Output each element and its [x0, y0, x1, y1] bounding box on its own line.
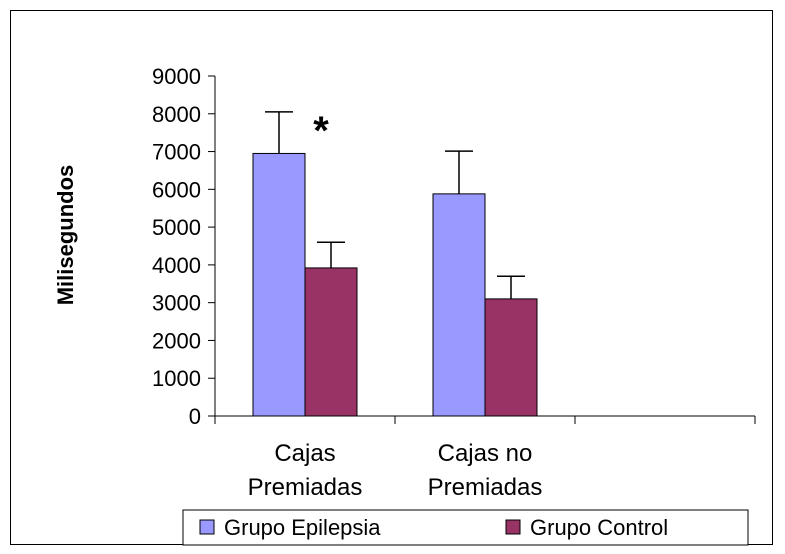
- x-tick-label: Premiadas: [428, 474, 543, 501]
- y-tick-label: 6000: [152, 177, 201, 202]
- y-tick-label: 3000: [152, 291, 201, 316]
- y-tick-label: 1000: [152, 366, 201, 391]
- x-axis: [214, 415, 756, 424]
- x-tick-label: Cajas no: [438, 440, 533, 467]
- y-axis: 0 1000 2000 3000 4000 5000 6000 7000 8000 9000: [152, 64, 216, 429]
- bar-grupo-control-0: [304, 267, 358, 417]
- legend-label: Grupo Control: [530, 515, 668, 540]
- significance-asterisk: *: [313, 109, 329, 153]
- y-tick-label: 9000: [152, 64, 201, 89]
- legend-label: Grupo Epilepsia: [224, 515, 381, 540]
- legend-swatch: [505, 519, 521, 535]
- legend-box: [182, 509, 749, 546]
- y-tick-label: 2000: [152, 328, 201, 353]
- y-tick-label: 5000: [152, 215, 201, 240]
- bar-grupo-epilepsia-0: [252, 152, 306, 417]
- y-tick-label: 8000: [152, 102, 201, 127]
- x-tick-label: Cajas: [274, 440, 335, 467]
- bar-grupo-epilepsia-1: [432, 193, 486, 417]
- y-tick-label: 7000: [152, 140, 201, 165]
- chart-frame: [10, 10, 773, 545]
- x-tick-labels: Cajas Premiadas Cajas no Premiadas: [248, 440, 543, 501]
- y-tick-label: 0: [189, 404, 201, 429]
- y-axis-label: Milisegundos: [53, 165, 78, 306]
- legend: Grupo Epilepsia Grupo Control: [182, 509, 749, 546]
- error-bars: [265, 111, 525, 299]
- bar-grupo-control-1: [484, 298, 538, 417]
- x-tick-label: Premiadas: [248, 474, 363, 501]
- legend-swatch: [199, 519, 215, 535]
- bars: [252, 152, 538, 417]
- y-tick-label: 4000: [152, 253, 201, 278]
